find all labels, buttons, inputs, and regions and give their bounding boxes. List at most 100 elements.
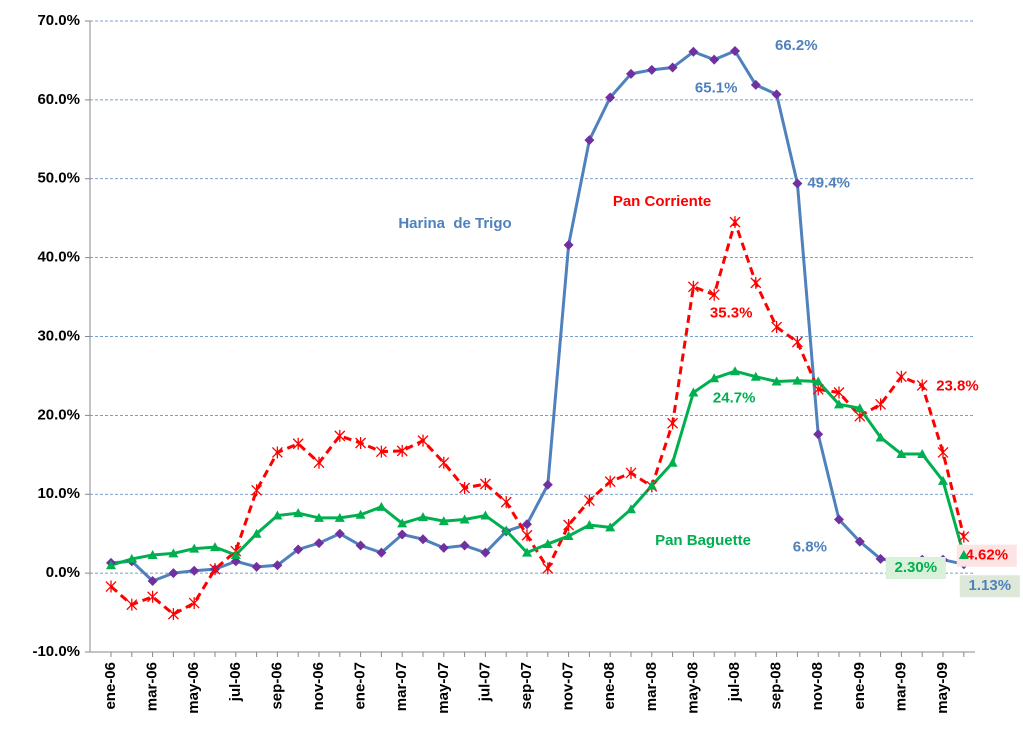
marker [314,512,324,522]
marker [604,475,616,488]
marker [355,540,366,551]
marker [251,528,262,538]
marker [771,376,782,386]
x-tick-label: sep-08 [768,662,785,710]
label-box [885,556,946,579]
series-line [110,217,966,616]
x-tick-label: sep-07 [518,662,535,710]
y-tick-label: 0.0% [46,564,80,581]
marker [708,288,720,301]
y-tick-label: 50.0% [37,170,80,187]
marker [667,457,678,467]
marker [188,597,200,610]
y-tick-label: 60.0% [37,91,80,108]
marker [334,429,346,442]
marker [605,522,616,532]
x-tick-label: ene-08 [601,662,618,710]
marker [875,398,887,411]
marker [895,370,907,383]
marker [771,321,783,334]
marker [938,475,948,485]
marker [584,520,595,530]
marker [917,449,928,459]
marker [750,276,762,289]
data-label: 49.4% [807,174,850,191]
marker [542,479,553,490]
marker [626,68,636,79]
marker [438,516,449,526]
marker [937,446,949,459]
marker [293,544,304,555]
marker [418,534,428,545]
marker [813,429,824,440]
marker [750,371,761,381]
marker [687,280,699,293]
marker [646,480,657,490]
marker [522,519,532,530]
x-tick-label: jul-06 [227,662,244,702]
x-tick-label: nov-08 [809,662,826,710]
marker [397,518,408,528]
marker [355,436,367,449]
marker [334,528,345,539]
marker [709,373,720,383]
marker [438,456,450,469]
marker [542,562,554,575]
x-tick-label: mar-08 [643,662,660,711]
y-tick-label: 10.0% [37,485,80,502]
x-tick-label: may-07 [435,662,452,714]
marker [833,386,845,399]
marker [625,466,637,479]
marker [292,437,304,450]
data-label: 65.1% [695,80,738,97]
marker [293,508,304,518]
marker [854,536,865,547]
x-tick-label: mar-06 [144,662,161,711]
marker [189,543,200,553]
marker [189,565,200,576]
marker [105,580,117,593]
y-tick-label: 70.0% [37,12,80,29]
marker [459,540,470,551]
marker [750,79,761,90]
x-tick-label: ene-09 [851,662,868,710]
marker [626,504,636,514]
marker [479,477,491,490]
x-tick-label: may-09 [934,662,951,714]
marker [792,178,803,189]
marker [730,366,740,376]
marker [147,590,159,603]
x-tick-label: jul-08 [726,662,743,702]
marker [522,547,532,557]
marker [605,92,616,103]
y-tick-label: 20.0% [37,406,80,423]
marker [375,445,387,458]
marker [106,560,116,570]
marker [376,547,387,558]
y-tick-label: 30.0% [37,327,80,344]
marker [376,501,387,511]
marker [563,240,574,251]
series-line [110,369,966,567]
marker [417,434,429,447]
marker [542,538,553,548]
marker [834,514,844,525]
x-tick-label: may-08 [684,662,701,714]
marker [500,496,512,509]
x-tick-label: may-06 [185,662,202,714]
marker [667,417,679,430]
marker [792,375,803,385]
marker [771,89,782,100]
data-label: 6.8% [793,538,827,555]
marker [791,336,803,349]
marker [251,561,262,572]
marker [271,446,283,459]
marker [854,403,865,413]
marker [916,379,928,392]
x-tick-label: sep-06 [268,662,285,710]
data-label: 1.13% [969,577,1012,594]
y-tick-label: 40.0% [37,249,80,266]
marker [480,510,491,520]
marker [729,216,741,229]
data-label: 4.62% [966,547,1009,564]
